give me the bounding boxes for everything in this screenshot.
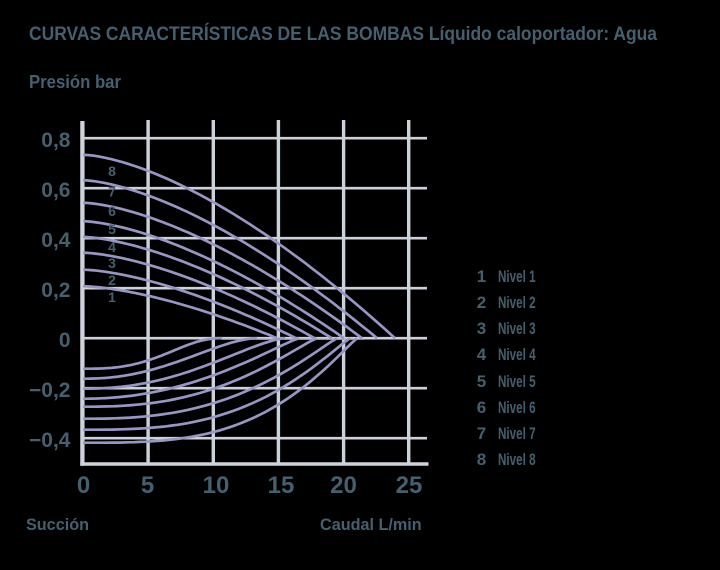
svg-text:5: 5 (477, 372, 486, 391)
svg-text:8: 8 (477, 450, 486, 469)
svg-text:Succión: Succión (26, 516, 89, 534)
svg-text:7: 7 (108, 184, 116, 200)
svg-text:4: 4 (108, 239, 116, 255)
svg-text:6: 6 (477, 398, 486, 417)
svg-text:Presión bar: Presión bar (29, 72, 121, 92)
svg-text:0: 0 (59, 329, 71, 352)
svg-text:6: 6 (108, 203, 116, 219)
svg-text:CURVAS CARACTERÍSTICAS DE LAS: CURVAS CARACTERÍSTICAS DE LAS BOMBAS Líq… (29, 23, 657, 45)
svg-text:−0,2: −0,2 (29, 379, 70, 402)
svg-text:Nivel 1: Nivel 1 (498, 267, 536, 286)
svg-text:3: 3 (477, 319, 486, 338)
svg-text:0: 0 (77, 472, 90, 499)
svg-text:Nivel 5: Nivel 5 (498, 372, 536, 391)
svg-text:5: 5 (141, 472, 154, 499)
svg-text:25: 25 (396, 472, 423, 499)
svg-text:Caudal L/min: Caudal L/min (320, 516, 422, 534)
svg-text:8: 8 (108, 163, 116, 179)
svg-text:5: 5 (108, 221, 116, 237)
svg-text:0,8: 0,8 (41, 129, 71, 152)
svg-text:−0,4: −0,4 (29, 429, 71, 452)
svg-text:10: 10 (203, 472, 230, 499)
svg-text:2: 2 (477, 293, 486, 312)
svg-text:Nivel 3: Nivel 3 (498, 319, 536, 338)
svg-text:1: 1 (477, 267, 486, 286)
svg-text:Nivel 8: Nivel 8 (498, 450, 536, 469)
svg-text:3: 3 (108, 255, 116, 271)
svg-text:0,6: 0,6 (41, 179, 70, 202)
svg-text:Nivel 7: Nivel 7 (498, 424, 536, 443)
svg-text:0,4: 0,4 (41, 229, 71, 252)
svg-text:Nivel 2: Nivel 2 (498, 293, 536, 312)
svg-text:20: 20 (330, 472, 357, 499)
svg-text:7: 7 (477, 424, 486, 443)
svg-text:4: 4 (477, 345, 487, 364)
svg-text:1: 1 (108, 289, 116, 305)
svg-text:Nivel 6: Nivel 6 (498, 398, 536, 417)
svg-text:15: 15 (268, 472, 295, 499)
svg-text:0,2: 0,2 (41, 279, 70, 302)
svg-text:2: 2 (108, 272, 116, 288)
svg-text:Nivel 4: Nivel 4 (498, 345, 536, 364)
